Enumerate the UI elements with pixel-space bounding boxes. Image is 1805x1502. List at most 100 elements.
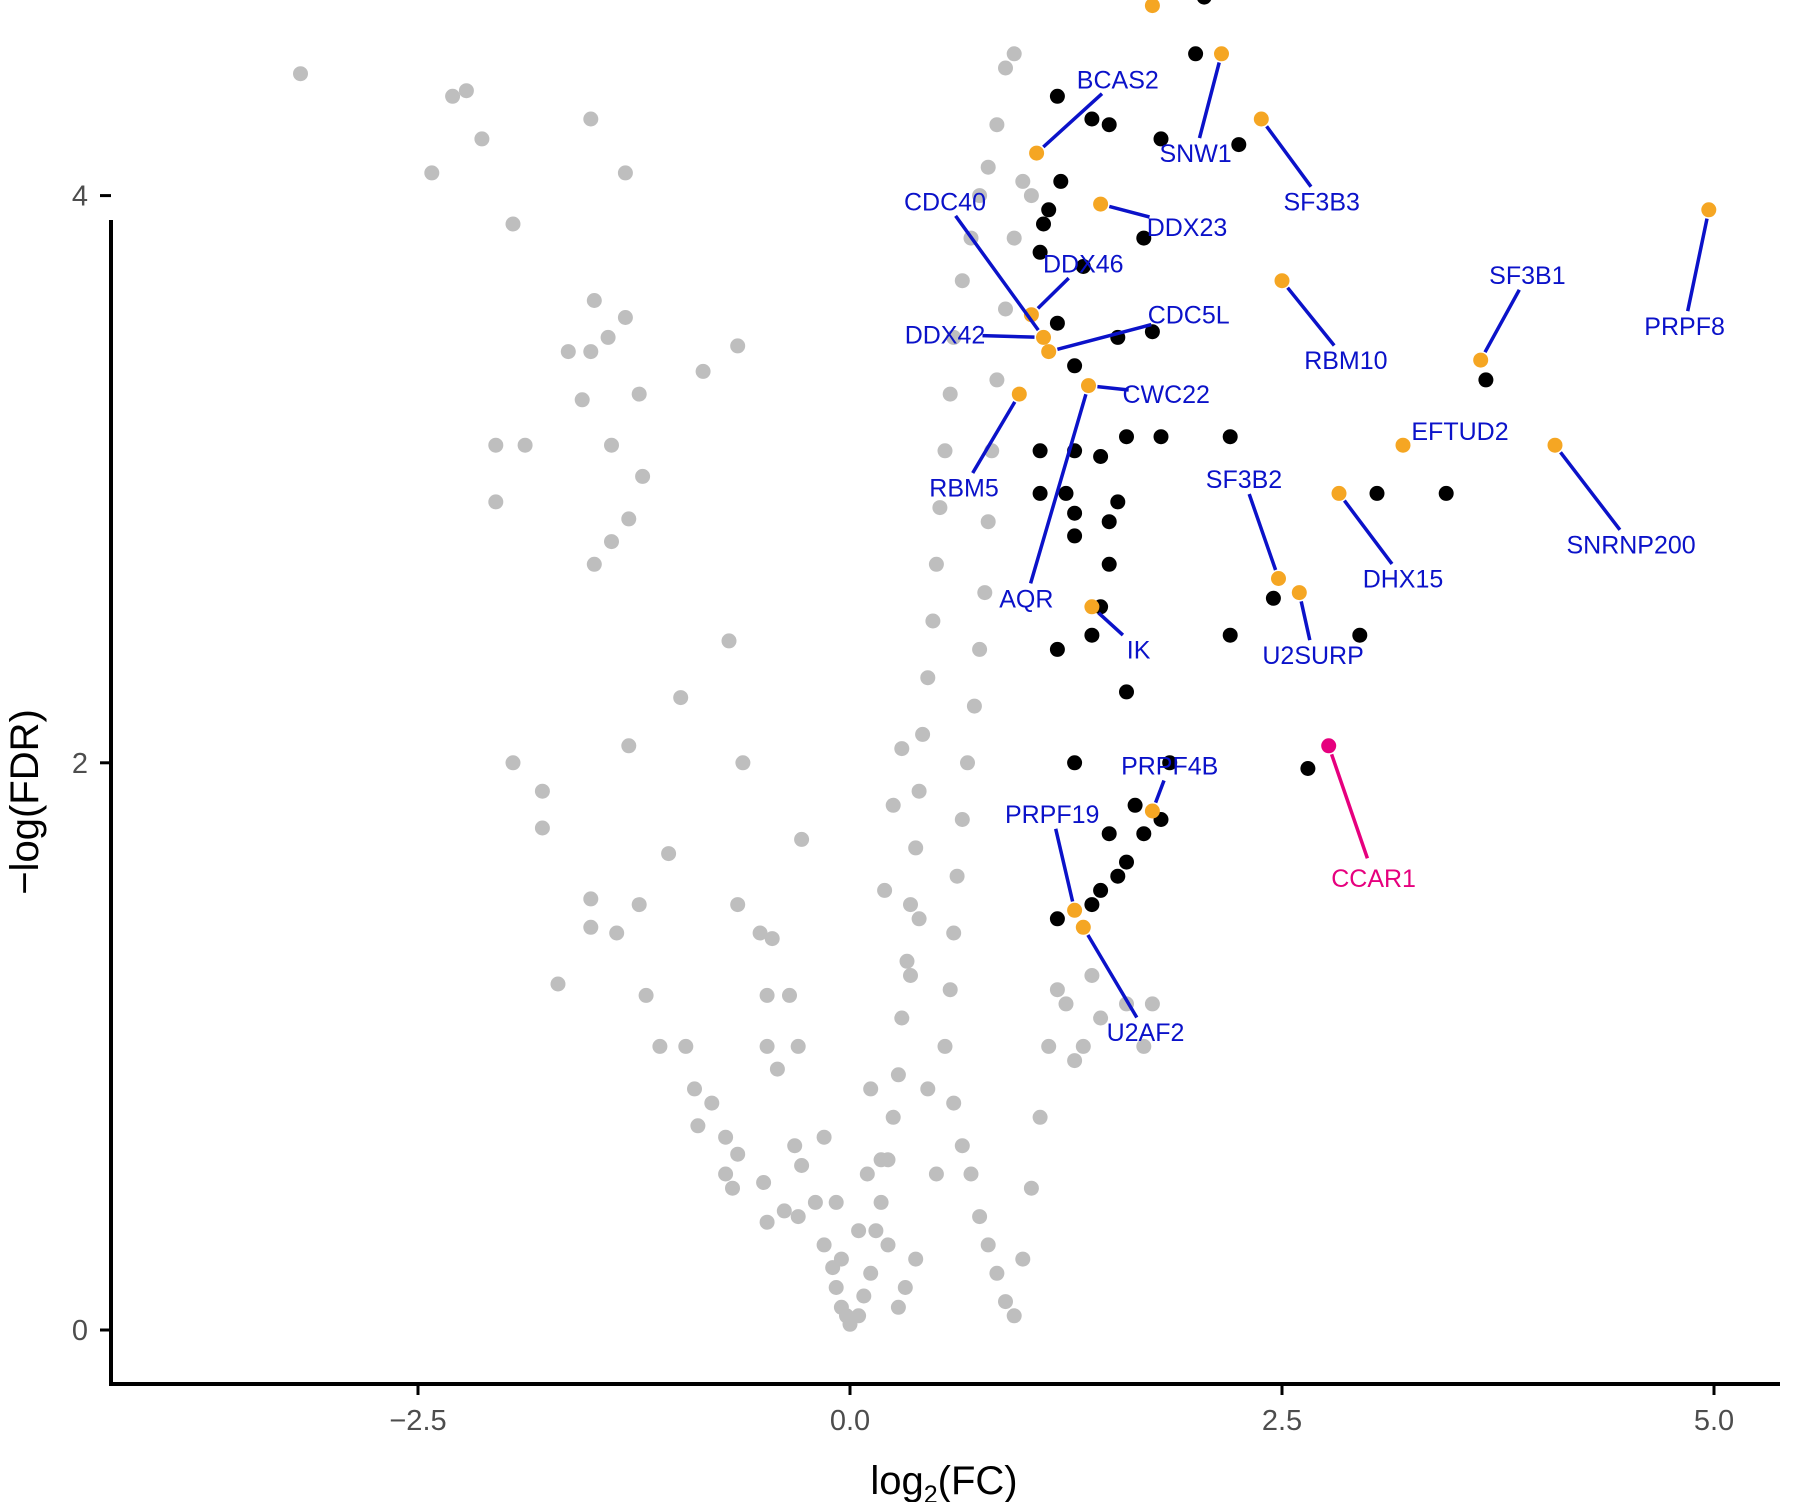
significant-point xyxy=(1032,485,1048,501)
nonsignificant-point xyxy=(998,301,1013,317)
significant-point xyxy=(1153,131,1169,147)
y-tick-label: 0 xyxy=(72,1315,88,1347)
nonsignificant-point xyxy=(631,897,647,913)
significant-point xyxy=(1300,761,1316,776)
gene-label-text: RBM5 xyxy=(929,475,998,503)
spliceosome-point xyxy=(1029,145,1045,161)
gene-label-text: SF3B1 xyxy=(1489,262,1565,290)
significant-point xyxy=(1188,46,1204,62)
nonsignificant-point xyxy=(980,159,996,175)
nonsignificant-point xyxy=(1049,982,1065,998)
spliceosome-point xyxy=(1253,111,1269,127)
nonsignificant-point xyxy=(574,392,590,408)
nonsignificant-point xyxy=(424,165,440,181)
nonsignificant-point xyxy=(925,613,941,629)
significant-point xyxy=(1049,315,1065,331)
nonsignificant-point xyxy=(661,846,677,862)
significant-point xyxy=(1067,505,1083,521)
nonsignificant-point xyxy=(474,131,490,147)
significant-point xyxy=(1119,684,1134,700)
y-tick-label: 4 xyxy=(72,181,88,213)
nonsignificant-point xyxy=(583,891,599,907)
spliceosome-point xyxy=(1067,902,1083,918)
nonsignificant-point xyxy=(863,1265,879,1281)
gene-label-text: SNRNP200 xyxy=(1566,531,1695,559)
nonsignificant-point xyxy=(946,1095,962,1111)
gene-label-snw1: SNW1 xyxy=(1159,62,1232,168)
gene-labels: PLRG1CHERPSRRM2PRPF6SNRNP40XAB2CRNKL1BCA… xyxy=(904,0,1725,1047)
spliceosome-point xyxy=(1701,202,1717,218)
nonsignificant-point xyxy=(873,1152,889,1168)
significant-point xyxy=(1136,826,1152,842)
nonsignificant-point xyxy=(856,1288,872,1304)
nonsignificant-point xyxy=(839,1308,854,1324)
nonsignificant-points xyxy=(293,46,1160,1332)
label-connector xyxy=(1028,393,1088,584)
x-tick-label: 5.0 xyxy=(1694,1405,1734,1437)
gene-label-sf3b3: SF3B3 xyxy=(1265,125,1360,216)
nonsignificant-point xyxy=(851,1223,867,1239)
spliceosome-point xyxy=(1036,329,1051,345)
gene-label-text: DDX23 xyxy=(1147,214,1228,242)
nonsignificant-point xyxy=(759,1214,775,1230)
nonsignificant-point xyxy=(790,1209,806,1225)
nonsignificant-point xyxy=(1006,1308,1022,1324)
gene-label-prpf19: PRPF19 xyxy=(1005,801,1099,902)
significant-point xyxy=(1049,88,1065,104)
nonsignificant-point xyxy=(704,1095,720,1111)
nonsignificant-point xyxy=(897,1280,913,1295)
nonsignificant-point xyxy=(631,386,647,402)
nonsignificant-point xyxy=(911,911,927,927)
gene-label-prpf8: PRPF8 xyxy=(1644,218,1725,341)
nonsignificant-point xyxy=(911,783,927,799)
nonsignificant-point xyxy=(794,831,810,847)
nonsignificant-point xyxy=(1015,1251,1031,1267)
nonsignificant-point xyxy=(488,437,504,453)
nonsignificant-point xyxy=(560,344,576,360)
significant-point xyxy=(1153,429,1169,445)
x-tick-label: 2.5 xyxy=(1262,1405,1302,1437)
significant-point xyxy=(1110,868,1126,884)
gene-label-text: DHX15 xyxy=(1363,566,1444,594)
significant-point xyxy=(1144,324,1160,340)
x-axis-title: log2(FC) xyxy=(870,1459,1017,1502)
nonsignificant-point xyxy=(954,273,970,289)
nonsignificant-point xyxy=(1041,1038,1057,1054)
nonsignificant-point xyxy=(859,1166,875,1182)
label-connector xyxy=(1483,288,1521,354)
label-connector xyxy=(1097,384,1129,392)
nonsignificant-point xyxy=(966,698,982,714)
gene-label-ddx42: DDX42 xyxy=(905,322,1035,350)
nonsignificant-point xyxy=(517,437,533,453)
nonsignificant-point xyxy=(942,386,958,402)
nonsignificant-point xyxy=(833,1251,849,1267)
nonsignificant-point xyxy=(915,726,931,742)
nonsignificant-point xyxy=(977,585,993,601)
gene-label-u2af2: U2AF2 xyxy=(1086,934,1184,1047)
nonsignificant-point xyxy=(816,1129,832,1145)
label-connector xyxy=(1197,62,1221,139)
significant-point xyxy=(1036,216,1051,232)
nonsignificant-point xyxy=(828,1194,844,1210)
nonsignificant-point xyxy=(550,976,566,992)
nonsignificant-point xyxy=(894,1010,910,1026)
nonsignificant-point xyxy=(687,1081,702,1097)
spliceosome-point xyxy=(1093,196,1109,212)
gene-label-ddx46: DDX46 xyxy=(1036,251,1124,310)
nonsignificant-point xyxy=(794,1158,810,1173)
nonsignificant-point xyxy=(690,1118,706,1134)
gene-label-text: EFTUD2 xyxy=(1411,418,1508,446)
gene-label-prpf4b: PRPF4B xyxy=(1121,753,1218,804)
gene-label-text: DDX46 xyxy=(1043,251,1124,279)
nonsignificant-point xyxy=(764,931,780,947)
label-connector xyxy=(1086,934,1139,1019)
gene-label-cwc22: CWC22 xyxy=(1097,381,1210,409)
gene-label-eftud2: EFTUD2 xyxy=(1411,418,1508,446)
nonsignificant-point xyxy=(890,1299,906,1315)
significant-point xyxy=(1101,826,1117,842)
nonsignificant-point xyxy=(920,1081,936,1097)
spliceosome-point xyxy=(1214,46,1229,62)
nonsignificant-point xyxy=(586,556,602,572)
spliceosome-point xyxy=(1023,307,1039,323)
label-connector xyxy=(1299,601,1312,641)
